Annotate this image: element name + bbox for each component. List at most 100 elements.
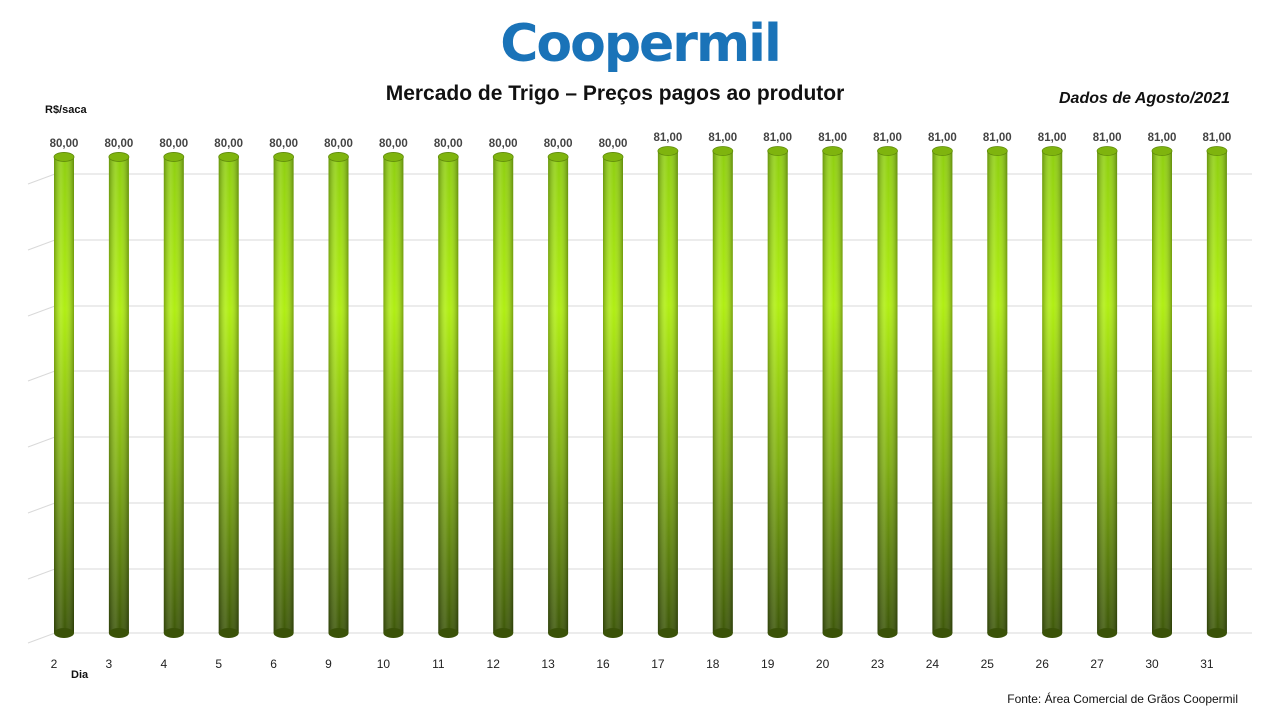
bar-cap xyxy=(218,152,240,162)
bar xyxy=(328,152,349,638)
bar-shade xyxy=(1097,151,1118,633)
bar-cap xyxy=(273,152,295,162)
bar-cap xyxy=(53,152,75,162)
bar-base xyxy=(767,628,788,638)
data-label: 81,00 xyxy=(1148,132,1177,144)
data-label: 81,00 xyxy=(873,132,902,144)
bar-cap xyxy=(1041,146,1063,156)
bar-cap xyxy=(547,152,569,162)
data-label: 81,00 xyxy=(1038,132,1067,144)
data-label: 80,00 xyxy=(599,138,628,150)
bar-cap xyxy=(163,152,185,162)
bar-cap xyxy=(1096,146,1118,156)
bar-shade xyxy=(108,156,129,633)
x-tick-label: 30 xyxy=(1145,657,1159,671)
bar xyxy=(712,146,734,638)
bar xyxy=(822,146,843,638)
bar-shade xyxy=(932,151,953,633)
bar-shade xyxy=(1042,151,1063,633)
bar-base xyxy=(1206,628,1227,638)
bar xyxy=(218,152,240,638)
data-label: 80,00 xyxy=(489,138,518,150)
bar-cap xyxy=(437,152,459,162)
source-note: Fonte: Área Comercial de Grãos Coopermil xyxy=(1007,692,1238,706)
x-axis-label: Dia xyxy=(71,669,89,681)
x-tick-label: 31 xyxy=(1200,657,1214,671)
data-label: 81,00 xyxy=(1093,132,1122,144)
bar xyxy=(932,146,953,638)
data-label: 80,00 xyxy=(159,138,188,150)
bar-base xyxy=(822,628,843,638)
bar-shade xyxy=(218,156,239,633)
bar-base xyxy=(932,628,953,638)
bar-shade xyxy=(767,151,788,633)
data-label: 81,00 xyxy=(763,132,792,144)
bar-base xyxy=(987,628,1008,638)
bar xyxy=(1096,146,1118,638)
bar-shade xyxy=(54,156,74,633)
bar xyxy=(657,146,679,638)
x-tick-label: 13 xyxy=(541,657,555,671)
bar xyxy=(1151,146,1173,638)
x-tick-label: 19 xyxy=(761,657,775,671)
bar-shade xyxy=(712,151,733,633)
x-tick-label: 11 xyxy=(432,657,445,671)
bar-base xyxy=(1042,628,1063,638)
bar-cap xyxy=(382,152,404,162)
x-tick-label: 24 xyxy=(926,657,940,671)
bar-shade xyxy=(438,156,459,633)
data-label: 80,00 xyxy=(324,138,353,150)
x-tick-label: 5 xyxy=(215,657,222,671)
bar xyxy=(53,152,75,638)
x-tick-label: 4 xyxy=(160,657,167,671)
bar xyxy=(986,146,1008,638)
bar-shade xyxy=(1152,151,1172,633)
x-tick-label: 3 xyxy=(106,657,113,671)
x-tick-label: 18 xyxy=(706,657,720,671)
gridline-depth xyxy=(27,568,56,580)
data-label: 80,00 xyxy=(544,138,573,150)
data-label: 81,00 xyxy=(1203,132,1232,144)
bar-shade xyxy=(987,151,1008,633)
bar-shade xyxy=(163,156,184,633)
bar-shade xyxy=(657,151,678,633)
bar xyxy=(877,146,898,638)
bar-cap xyxy=(1206,146,1228,156)
bar-base xyxy=(1097,628,1118,638)
gridline-depth xyxy=(27,632,56,644)
bar xyxy=(492,152,514,638)
coopermil-logo: Coopermil xyxy=(500,14,782,74)
bar xyxy=(108,152,130,638)
bar-cap xyxy=(822,146,843,156)
bar-cap xyxy=(492,152,514,162)
x-tick-label: 20 xyxy=(816,657,830,671)
bar-cap xyxy=(1151,146,1173,156)
data-label: 80,00 xyxy=(50,138,79,150)
bar-base xyxy=(877,628,898,638)
bar-cap xyxy=(932,146,953,156)
x-tick-label: 16 xyxy=(596,657,610,671)
bar-shade xyxy=(548,156,569,633)
bar-base xyxy=(603,628,623,638)
bar-shade xyxy=(273,156,294,633)
data-label: 80,00 xyxy=(105,138,134,150)
bar-base xyxy=(1152,628,1172,638)
bar-base xyxy=(712,628,733,638)
bar-shade xyxy=(328,156,349,633)
bar-cap xyxy=(712,146,734,156)
bar-cap xyxy=(108,152,130,162)
bar-cap xyxy=(767,146,789,156)
gridline-depth xyxy=(27,502,56,514)
bar-base xyxy=(493,628,514,638)
bar-cap xyxy=(877,146,898,156)
gridline-depth xyxy=(27,305,56,317)
bar-shade xyxy=(822,151,843,633)
gridline-depth xyxy=(27,173,56,185)
bar xyxy=(382,152,404,638)
bar-shade xyxy=(383,156,404,633)
bar-shade xyxy=(603,156,623,633)
data-label: 80,00 xyxy=(214,138,243,150)
bar-shade xyxy=(877,151,898,633)
bar-shade xyxy=(493,156,514,633)
